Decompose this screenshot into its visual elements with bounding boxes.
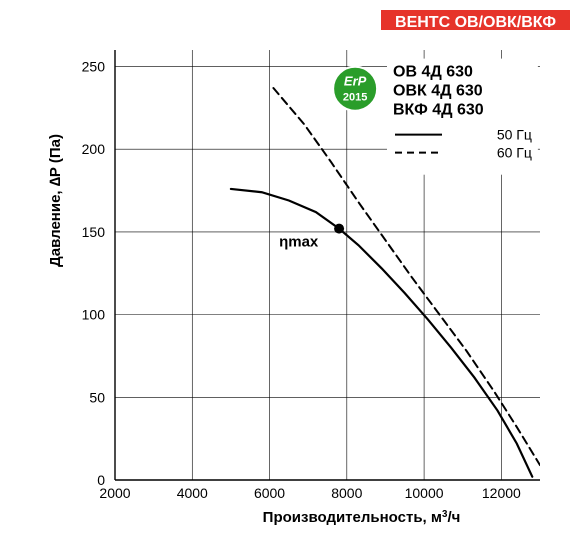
- chart-container: 2000400060008000100001200005010015020025…: [0, 30, 580, 530]
- legend-model: ОВК 4Д 630: [393, 83, 483, 100]
- legend-entry: 60 Гц: [497, 145, 532, 161]
- y-tick-label: 250: [82, 59, 106, 75]
- y-tick-label: 50: [89, 389, 105, 405]
- legend-model: ОВ 4Д 630: [393, 64, 473, 81]
- eta-max-marker: [334, 224, 344, 234]
- x-tick-label: 12000: [482, 485, 521, 501]
- y-tick-label: 150: [82, 224, 106, 240]
- x-tick-label: 6000: [254, 485, 285, 501]
- x-tick-label: 10000: [405, 485, 444, 501]
- erp-badge-year: 2015: [343, 92, 367, 104]
- y-tick-label: 100: [82, 307, 106, 323]
- y-tick-label: 0: [97, 472, 105, 488]
- x-axis-label: Производительность, м3/ч: [263, 509, 461, 527]
- x-tick-label: 8000: [331, 485, 362, 501]
- legend-entry: 50 Гц: [497, 127, 532, 143]
- erp-badge-top: ErP: [344, 74, 367, 89]
- y-tick-label: 200: [82, 141, 106, 157]
- y-axis-label: Давление, ∆P (Па): [47, 134, 64, 267]
- performance-chart: 2000400060008000100001200005010015020025…: [0, 30, 580, 530]
- x-tick-label: 4000: [177, 485, 208, 501]
- header-title: ВЕНТС ОВ/ОВК/ВКФ: [395, 14, 556, 31]
- eta-max-label: ηmax: [279, 234, 319, 251]
- legend-model: ВКФ 4Д 630: [393, 102, 484, 119]
